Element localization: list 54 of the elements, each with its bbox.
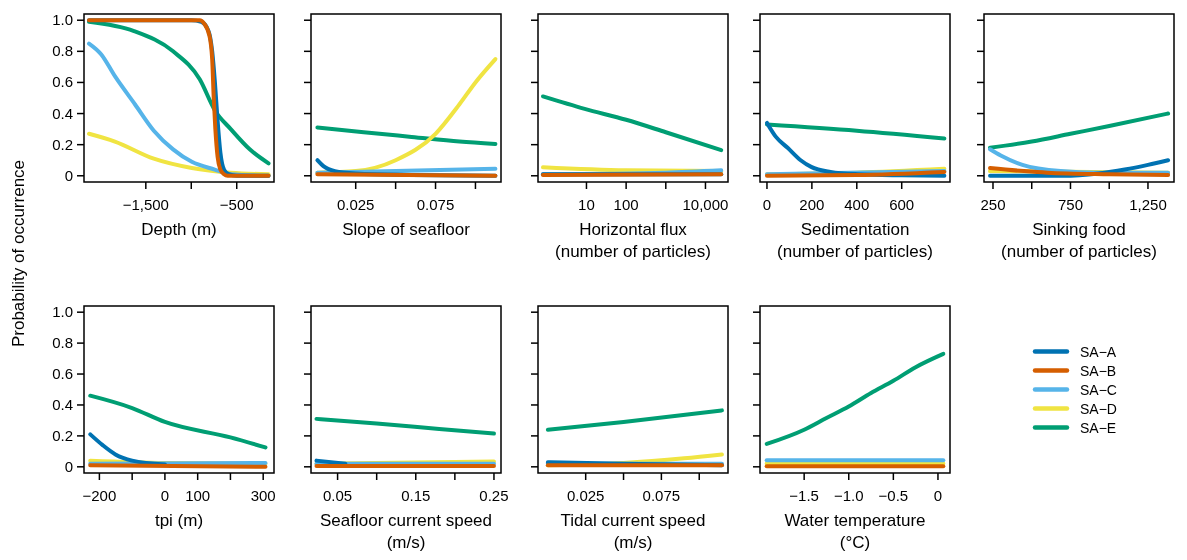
legend-label: SA−B (1080, 362, 1117, 379)
x-axis-title: Water temperature (°C) (784, 511, 926, 552)
y-tick-label: 0.8 (52, 334, 73, 352)
x-tick-label: 750 (1057, 196, 1083, 213)
x-tick-label: 0.075 (416, 196, 455, 213)
legend-label: SA−A (1080, 343, 1117, 360)
legend-label: SA−C (1080, 381, 1117, 398)
x-tick-label: 10,000 (682, 196, 729, 213)
x-tick-label: −200 (82, 487, 117, 504)
x-tick-label: −1.5 (789, 487, 819, 504)
y-tick-label: 0.2 (52, 135, 73, 153)
x-axis-title: Tidal current speed (m/s) (560, 511, 706, 552)
legend-label: SA−D (1080, 400, 1117, 417)
y-tick-label: 1.0 (52, 303, 73, 321)
x-tick-label: −500 (219, 196, 254, 213)
x-tick-label: 0.15 (401, 487, 431, 504)
x-tick-label: 0.075 (642, 487, 681, 504)
x-tick-label: 100 (185, 487, 211, 504)
x-axis-title: Sedimentation (number of particles) (777, 220, 933, 261)
y-tick-label: 0 (64, 166, 73, 184)
y-tick-label: 0.8 (52, 42, 73, 60)
x-tick-label: 200 (799, 196, 825, 213)
x-axis-title: Sinking food (number of particles) (1001, 220, 1157, 261)
y-tick-label: 1.0 (52, 11, 73, 29)
x-tick-label: 100 (613, 196, 639, 213)
x-tick-label: −1.0 (833, 487, 864, 504)
x-tick-label: 400 (844, 196, 870, 213)
x-axis-title: Depth (m) (141, 220, 217, 239)
legend-label: SA−E (1080, 419, 1117, 436)
y-tick-label: 0 (64, 457, 73, 475)
y-tick-label: 0.4 (52, 104, 73, 122)
x-tick-label: 600 (889, 196, 915, 213)
y-tick-label: 0.2 (52, 426, 73, 444)
x-tick-label: −1,500 (122, 196, 169, 213)
x-axis-title: Horizontal flux (number of particles) (555, 220, 711, 261)
y-tick-label: 0.6 (52, 365, 73, 383)
x-tick-label: 300 (250, 487, 276, 504)
x-tick-label: 0 (762, 196, 772, 213)
x-tick-label: 0.25 (479, 487, 509, 504)
x-tick-label: 250 (980, 196, 1006, 213)
y-tick-label: 0.6 (52, 73, 73, 91)
y-tick-label: 0.4 (52, 395, 73, 413)
x-tick-label: −0.5 (878, 487, 909, 504)
x-tick-label: 10 (578, 196, 595, 213)
x-axis-title: Seafloor current speed (m/s) (320, 511, 492, 552)
x-tick-label: 1,250 (1129, 196, 1167, 213)
x-tick-label: 0.025 (566, 487, 605, 504)
x-axis-title: tpi (m) (154, 511, 204, 530)
x-axis-title: Slope of seafloor (342, 220, 471, 239)
x-tick-label: 0.025 (336, 196, 375, 213)
x-tick-label: 0.05 (322, 487, 353, 504)
x-tick-label: 0 (933, 487, 943, 504)
y-axis-title: Probability of occurrence (9, 159, 28, 348)
x-tick-label: 0 (160, 487, 170, 504)
